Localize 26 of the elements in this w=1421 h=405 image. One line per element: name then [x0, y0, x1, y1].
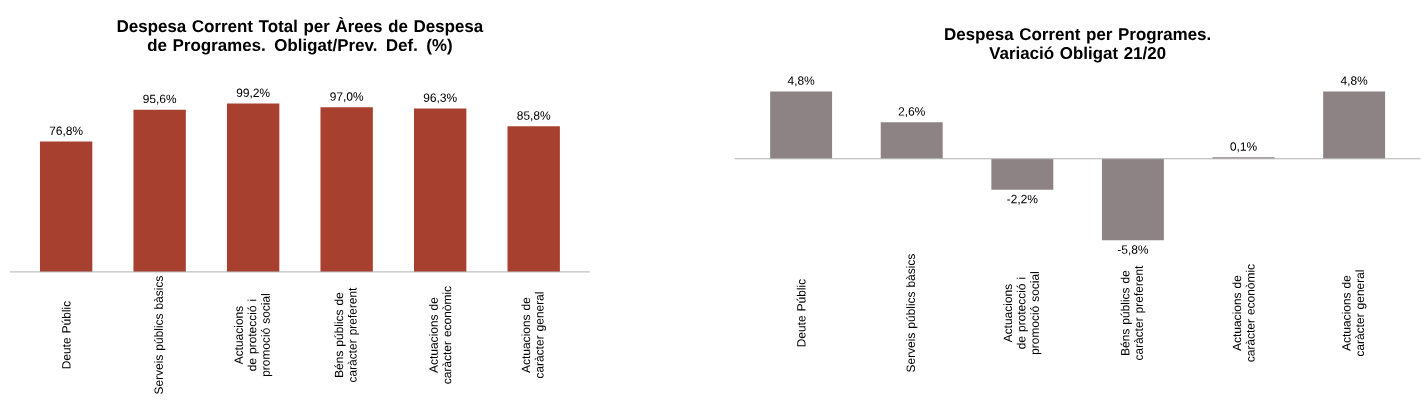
x-tick-label: Actuacions de caràcter general — [521, 292, 546, 379]
x-tick-label: Actuacions de caràcter econòmic — [1232, 264, 1255, 362]
chart-title: Despesa Corrent per Programes. Variació Obligat 21/20 — [945, 28, 1211, 63]
data-label: 97,0% — [330, 92, 364, 103]
x-tick-label: Actuacions de protecció i promoció social — [234, 294, 273, 377]
data-label: 0,1% — [1230, 142, 1257, 153]
data-label: 4,8% — [787, 76, 815, 87]
x-tick-label: Béns públics de caràcter preferent — [334, 287, 360, 383]
x-tick-label: Serveis públics bàsics — [906, 254, 918, 373]
data-label: 76,8% — [49, 126, 83, 137]
data-label: -2,2% — [1007, 194, 1038, 205]
data-label: 85,8% — [517, 111, 551, 122]
chart-title: Despesa Corrent Total per Àrees de Despesa de Programes. Obligat/Prev. Def. (%) — [117, 17, 484, 55]
x-tick-label: Béns públics de caràcter preferent — [1120, 265, 1146, 361]
data-label: 2,6% — [898, 107, 925, 118]
data-label: 4,8% — [1340, 76, 1368, 87]
x-tick-label: Serveis públics bàsics — [154, 276, 166, 395]
x-tick-label: Deute Públic — [61, 301, 71, 369]
data-label: 99,2% — [236, 88, 270, 99]
x-tick-label: Actuacions de caràcter general — [1341, 270, 1367, 357]
x-tick-label: Deute Públic — [796, 279, 806, 347]
x-tick-label: Actuacions de caràcter econòmic — [429, 286, 452, 384]
x-tick-label: Actuacions de protecció i promoció social — [1003, 272, 1042, 355]
data-label: 96,3% — [423, 93, 457, 104]
data-label: -5,8% — [1117, 245, 1149, 256]
data-label: 95,6% — [143, 94, 177, 105]
